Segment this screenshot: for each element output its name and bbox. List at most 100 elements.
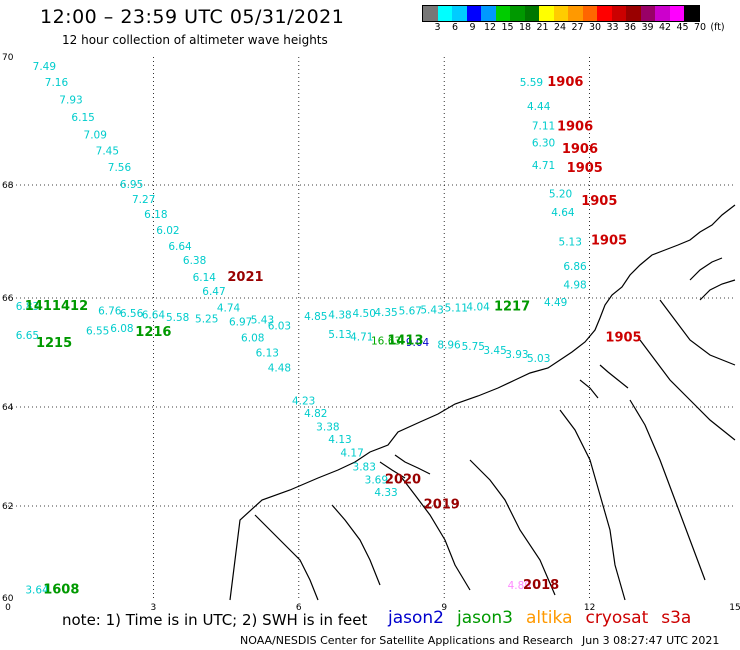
lon-tick-label: 9 (441, 603, 447, 613)
color-swatch (568, 6, 583, 21)
color-swatch (495, 6, 510, 21)
wave-height-value: 3.64 (25, 584, 49, 596)
satellite-legend-item: cryosat (585, 608, 649, 628)
wave-height-value: 6.97 (229, 316, 252, 328)
pass-time-tag: 1217 (494, 300, 530, 315)
wave-height-value: 4.04 (466, 302, 490, 314)
wave-height-value: 5.75 (462, 341, 485, 353)
wave-height-value: 4.64 (551, 207, 575, 219)
wave-height-value: 6.64 (168, 241, 192, 253)
wave-height-value: 6.03 (268, 321, 291, 333)
color-scale-label: 6 (451, 22, 459, 33)
color-scale-label: 27 (571, 22, 584, 33)
map-title: 12:00 – 23:59 UTC 05/31/2021 (40, 6, 345, 28)
wave-height-value: 5.59 (520, 77, 543, 89)
coastline (229, 204, 736, 601)
wave-height-value: 7.09 (84, 129, 107, 141)
color-scale-label: 15 (501, 22, 514, 33)
pass-time-tag: 2019 (424, 497, 460, 512)
wave-height-value: 4.74 (217, 303, 241, 315)
pass-time-tag: 1906 (547, 75, 583, 90)
color-swatch (640, 6, 655, 21)
wave-height-value: 4.89 (508, 580, 531, 592)
lon-tick-label: 6 (296, 603, 302, 613)
wave-height-value: 6.30 (532, 138, 555, 150)
wave-height-value: 6.64 (142, 310, 166, 322)
lat-tick-label: 66 (2, 294, 14, 304)
pass-time-tag: 1905 (581, 194, 617, 209)
wave-height-value: 3.83 (353, 461, 376, 473)
color-scale-label: 3 (434, 22, 441, 33)
wave-height-value: 4.98 (563, 279, 586, 291)
color-scale-label: 70 (693, 22, 707, 33)
lat-tick-label: 64 (2, 403, 14, 413)
wave-height-value: 6.86 (563, 261, 587, 273)
wave-height-value: 5.43 (420, 304, 443, 316)
color-swatch (437, 6, 452, 21)
wave-height-value: 6.18 (144, 209, 167, 221)
color-scale-label: 45 (676, 22, 689, 33)
color-swatch (582, 6, 597, 21)
pass-time-tag: 1216 (135, 325, 171, 340)
color-swatch (510, 6, 525, 21)
wave-height-value: 6.38 (183, 255, 206, 267)
pass-time-tag: 1413 (387, 333, 423, 348)
lat-tick-label: 70 (2, 53, 14, 63)
color-swatch (539, 6, 554, 21)
color-scale-label: 12 (483, 22, 497, 33)
color-scale-label: 18 (518, 22, 532, 33)
color-scale-label: 9 (469, 22, 476, 33)
wave-height-value: 4.71 (532, 160, 555, 172)
wave-height-value: 6.65 (16, 330, 39, 342)
color-scale-label: 39 (641, 22, 654, 33)
lon-tick-label: 0 (5, 603, 11, 613)
pass-time-tag: 1608 (43, 582, 79, 597)
map-subtitle: 12 hour collection of altimeter wave hei… (62, 33, 328, 47)
wave-height-value: 5.20 (549, 188, 572, 200)
satellite-legend-item: jason2 (388, 608, 444, 628)
color-swatch (423, 6, 438, 21)
wave-height-value: 5.13 (328, 329, 351, 341)
lat-tick-label: 60 (2, 594, 14, 604)
wave-height-value: 6.14 (193, 272, 217, 284)
wave-height-value: 4.33 (374, 487, 397, 499)
color-scale-label: 42 (658, 22, 672, 33)
color-swatch (611, 6, 626, 21)
wave-height-value: 5.67 (399, 305, 422, 317)
wave-height-value: 6.55 (86, 326, 109, 338)
wave-height-value: 7.45 (96, 145, 119, 157)
wave-height-value: 4.85 (304, 311, 327, 323)
color-scale-label: 24 (553, 22, 567, 33)
wave-height-value: 5.11 (445, 303, 468, 315)
wave-height-value: 6.47 (202, 286, 225, 298)
wave-height-value: 4.71 (350, 332, 373, 344)
lat-tick-label: 62 (2, 502, 13, 512)
lon-tick-label: 15 (729, 603, 740, 613)
wave-height-value: 4.49 (544, 297, 567, 309)
pass-time-tag: 1411412 (25, 299, 88, 314)
color-swatch (597, 6, 612, 21)
pass-time-tag: 2021 (227, 270, 263, 285)
pass-time-tag: 1905 (567, 161, 603, 176)
color-scale-label: 30 (588, 22, 602, 33)
wave-height-color-scale (422, 5, 700, 22)
wave-height-value: 7.27 (132, 194, 155, 206)
wave-height-value: 8.96 (437, 340, 461, 352)
wave-height-value: 7.93 (59, 95, 82, 107)
wave-height-value: 7.16 (45, 77, 69, 89)
wave-height-value: 7.11 (532, 120, 555, 132)
wave-height-value: 6.15 (71, 112, 94, 124)
color-swatch (553, 6, 568, 21)
wave-height-value: 6.56 (120, 308, 144, 320)
lon-tick-label: 3 (151, 603, 157, 613)
color-scale-label: (ft) (710, 22, 725, 33)
pass-time-tag: 1905 (591, 233, 627, 248)
wave-height-value: 4.48 (268, 363, 291, 375)
wave-height-value: 3.69 (365, 475, 388, 487)
wave-height-value: 4.17 (340, 448, 363, 460)
color-swatch (452, 6, 467, 21)
pass-time-tag: 2018 (523, 578, 559, 593)
wave-height-value: 4.35 (374, 307, 397, 319)
color-scale-label: 21 (536, 22, 549, 33)
